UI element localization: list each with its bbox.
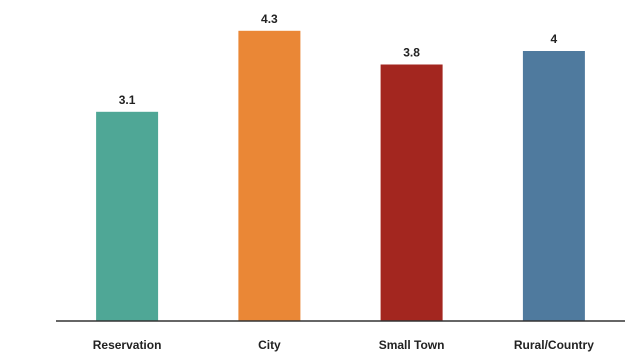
bars-group (96, 30, 585, 322)
data-label: 4.3 (261, 12, 278, 26)
value-labels-group: 3.1 4.3 3.8 4 (119, 12, 558, 107)
bar-small-town (380, 64, 443, 321)
x-tick-labels-group: Reservation City Small Town Rural/Country (93, 338, 594, 352)
bar-rural-country (522, 51, 585, 321)
data-label: 3.1 (119, 93, 136, 107)
bar-city (238, 30, 301, 322)
x-tick-label: Rural/Country (514, 338, 594, 352)
data-label: 4 (551, 32, 558, 46)
x-tick-label: Small Town (379, 338, 445, 352)
data-label: 3.8 (403, 46, 420, 60)
x-tick-label: City (258, 338, 281, 352)
bar-reservation (96, 111, 159, 322)
x-tick-label: Reservation (93, 338, 162, 352)
